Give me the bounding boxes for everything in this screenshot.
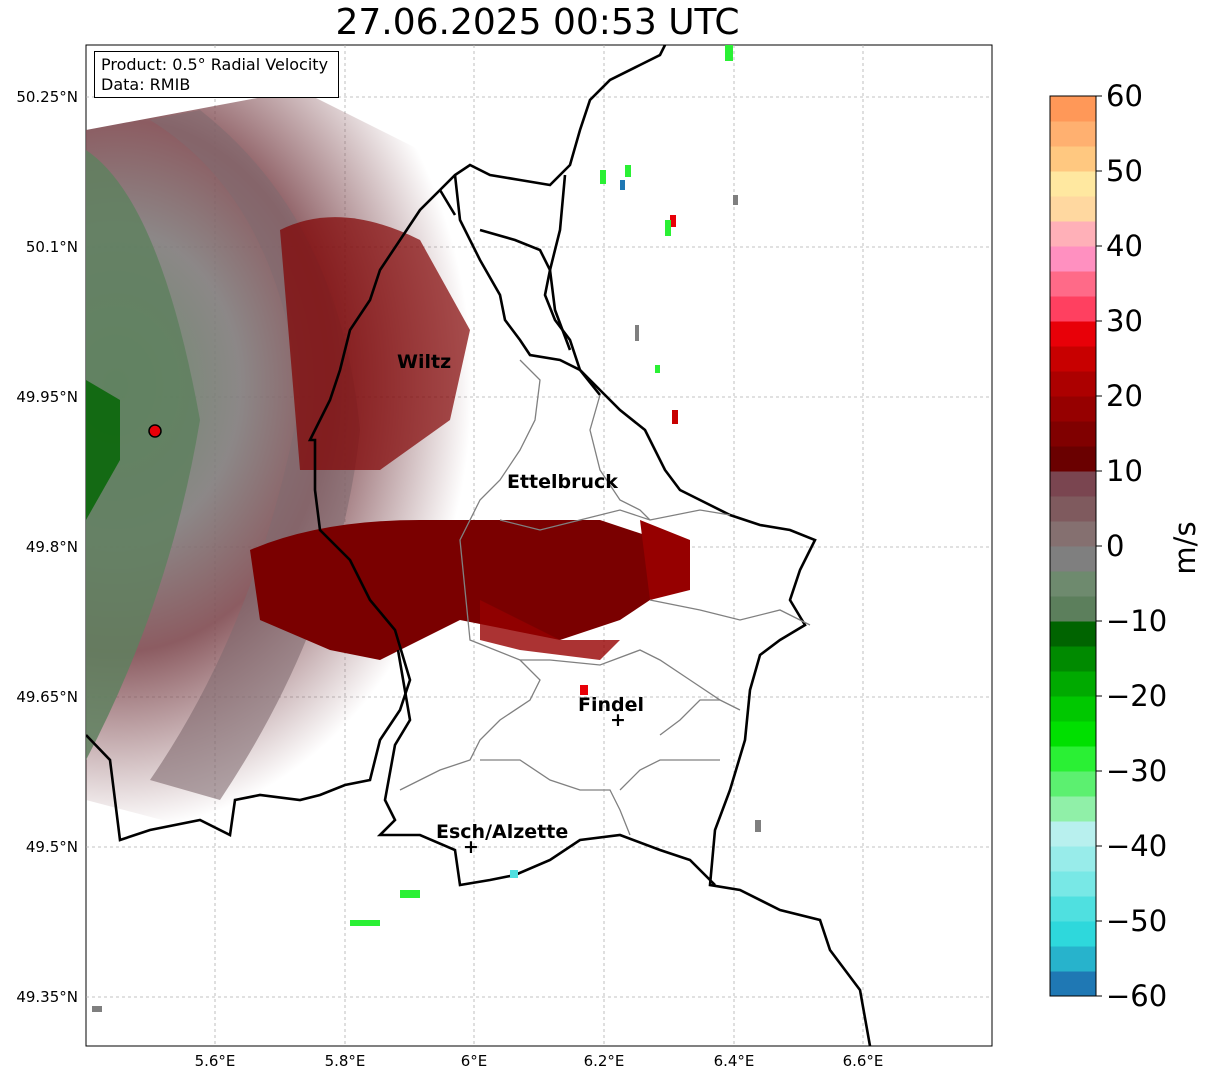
lon-tick: 5.8°E — [325, 1052, 366, 1070]
colorbar-segment — [1050, 146, 1096, 172]
colorbar-tick-label: 60 — [1106, 79, 1143, 113]
colorbar-segment — [1050, 371, 1096, 397]
colorbar-tick-label: 50 — [1106, 154, 1143, 188]
colorbar-segment — [1050, 946, 1096, 972]
colorbar-segment — [1050, 796, 1096, 822]
colorbar-segment — [1050, 496, 1096, 522]
colorbar-tick-label: −50 — [1106, 904, 1167, 938]
rhine-border — [543, 174, 602, 396]
colorbar-segment — [1050, 721, 1096, 747]
colorbar-segment — [1050, 96, 1096, 122]
colorbar-tick-label: −10 — [1106, 604, 1167, 638]
colorbar-tick-label: −20 — [1106, 679, 1167, 713]
region-borders — [399, 359, 811, 836]
colorbar-tick-label: −30 — [1106, 754, 1167, 788]
lon-tick-labels: 5.6°E 5.8°E 6°E 6.2°E 6.4°E 6.6°E — [195, 1052, 884, 1070]
lon-tick: 6.4°E — [714, 1052, 755, 1070]
lat-tick: 49.8°N — [26, 538, 78, 556]
colorbar-segment — [1050, 346, 1096, 372]
lon-tick: 5.6°E — [195, 1052, 236, 1070]
colorbar-segment — [1050, 921, 1096, 947]
map-title: 27.06.2025 00:53 UTC — [335, 2, 740, 43]
colorbar-segment — [1050, 771, 1096, 797]
colorbar-segment — [1050, 596, 1096, 622]
colorbar-segment — [1050, 571, 1096, 597]
colorbar-segment — [1050, 421, 1096, 447]
lat-tick: 50.25°N — [16, 88, 78, 106]
colorbar-segment — [1050, 971, 1096, 997]
colorbar-segment — [1050, 321, 1096, 347]
colorbar-segment — [1050, 696, 1096, 722]
colorbar-tick-label: 0 — [1106, 529, 1124, 563]
city-label-esch-alzette: Esch/Alzette — [436, 821, 568, 843]
city-label-ettelbruck: Ettelbruck — [507, 471, 618, 493]
lat-tick: 49.35°N — [16, 988, 78, 1006]
lon-tick: 6.2°E — [584, 1052, 625, 1070]
colorbar-segment — [1050, 896, 1096, 922]
lat-tick: 49.5°N — [26, 838, 78, 856]
colorbar-tick-label: 20 — [1106, 379, 1143, 413]
city-label-findel: Findel — [578, 694, 644, 716]
city-label-wiltz: Wiltz — [397, 351, 451, 373]
lon-tick: 6.6°E — [843, 1052, 884, 1070]
colorbar-tick-label: 10 — [1106, 454, 1143, 488]
colorbar-tick-label: −60 — [1106, 979, 1167, 1013]
colorbar-segment — [1050, 221, 1096, 247]
colorbar-segment — [1050, 746, 1096, 772]
colorbar-segment — [1050, 471, 1096, 497]
colorbar-ticks: 60 50 40 30 20 10 0 −10 −20 −30 −40 −50 −60 — [1096, 79, 1167, 1013]
scattered-echoes — [92, 45, 761, 1012]
colorbar-segment — [1050, 546, 1096, 572]
colorbar-segment — [1050, 621, 1096, 647]
info-box: Product: 0.5° Radial Velocity Data: RMIB — [94, 51, 339, 98]
data-source-text: Data: RMIB — [101, 75, 191, 94]
product-text: Product: 0.5° Radial Velocity — [101, 55, 329, 74]
colorbar-segment — [1050, 396, 1096, 422]
colorbar-segment — [1050, 246, 1096, 272]
colorbar-segment — [1050, 646, 1096, 672]
colorbar-segment — [1050, 446, 1096, 472]
lat-tick: 49.65°N — [16, 688, 78, 706]
lon-tick: 6°E — [461, 1052, 488, 1070]
colorbar — [1049, 95, 1097, 997]
colorbar-tick-label: 40 — [1106, 229, 1143, 263]
colorbar-tick-label: −40 — [1106, 829, 1167, 863]
colorbar-segment — [1050, 271, 1096, 297]
country-border — [86, 45, 667, 842]
lat-tick: 49.95°N — [16, 388, 78, 406]
luxembourg-border — [376, 174, 872, 1046]
colorbar-segment — [1050, 871, 1096, 897]
colorbar-segment — [1050, 171, 1096, 197]
colorbar-segment — [1050, 671, 1096, 697]
findel-plus-icon: + — [610, 709, 626, 731]
esch-plus-icon: + — [463, 836, 479, 858]
colorbar-tick-label: 30 — [1106, 304, 1143, 338]
colorbar-segment — [1050, 121, 1096, 147]
colorbar-segment — [1050, 821, 1096, 847]
colorbar-segment — [1050, 521, 1096, 547]
lat-tick: 50.1°N — [26, 238, 78, 256]
colorbar-segment — [1050, 846, 1096, 872]
lat-tick-labels: 50.25°N 50.1°N 49.95°N 49.8°N 49.65°N 49… — [16, 88, 78, 1006]
colorbar-segment — [1050, 196, 1096, 222]
radar-site-marker — [148, 424, 162, 438]
colorbar-segment — [1050, 296, 1096, 322]
colorbar-label: m/s — [1168, 521, 1202, 574]
